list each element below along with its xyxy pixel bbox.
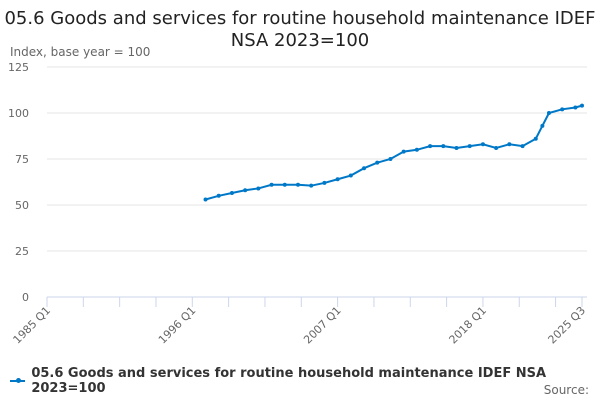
y-tick-label: 0 <box>22 291 29 304</box>
data-point <box>533 136 538 141</box>
data-point <box>216 193 221 198</box>
x-tick-label: 2007 Q1 <box>301 304 344 347</box>
data-point <box>269 182 274 187</box>
data-point <box>546 111 551 115</box>
data-point <box>229 191 234 196</box>
data-point <box>428 144 433 149</box>
legend-item[interactable]: 05.6 Goods and services for routine hous… <box>10 366 600 396</box>
data-point <box>540 123 545 128</box>
y-tick-label: 25 <box>15 245 29 258</box>
data-point <box>401 149 406 154</box>
series-line <box>205 104 583 201</box>
source-label: Source: <box>543 383 589 397</box>
data-point <box>243 188 248 193</box>
x-tick-label: 1996 Q1 <box>156 304 199 347</box>
data-point <box>348 173 353 178</box>
y-tick-label: 125 <box>8 61 29 74</box>
data-point <box>520 144 525 149</box>
data-point <box>256 186 261 191</box>
data-point <box>441 144 446 149</box>
x-tick-label: 1985 Q1 <box>11 304 54 347</box>
legend-line-marker-icon <box>10 378 26 383</box>
data-point <box>388 157 393 161</box>
chart-title: 05.6 Goods and services for routine hous… <box>4 8 596 51</box>
y-tick-label: 75 <box>15 153 29 166</box>
data-point <box>362 166 367 171</box>
data-point <box>494 145 499 150</box>
data-point <box>573 105 578 110</box>
data-point <box>580 103 584 108</box>
y-tick-label: 50 <box>15 199 29 212</box>
x-tick-label: 2025 Q3 <box>546 304 589 347</box>
data-point <box>414 147 419 152</box>
data-point <box>309 183 314 188</box>
data-point <box>480 142 485 147</box>
data-point <box>203 197 208 202</box>
data-point <box>467 144 472 149</box>
data-point <box>507 142 512 147</box>
data-point <box>375 160 380 165</box>
x-tick-label: 2018 Q1 <box>447 304 490 347</box>
data-point <box>282 182 287 187</box>
data-point <box>454 145 459 150</box>
data-point <box>295 182 300 187</box>
y-axis-label: Index, base year = 100 <box>10 45 151 59</box>
legend-label: 05.6 Goods and services for routine hous… <box>31 366 547 396</box>
data-point <box>560 107 565 112</box>
y-tick-label: 100 <box>8 107 29 120</box>
data-point <box>322 180 327 185</box>
data-point <box>335 177 340 182</box>
